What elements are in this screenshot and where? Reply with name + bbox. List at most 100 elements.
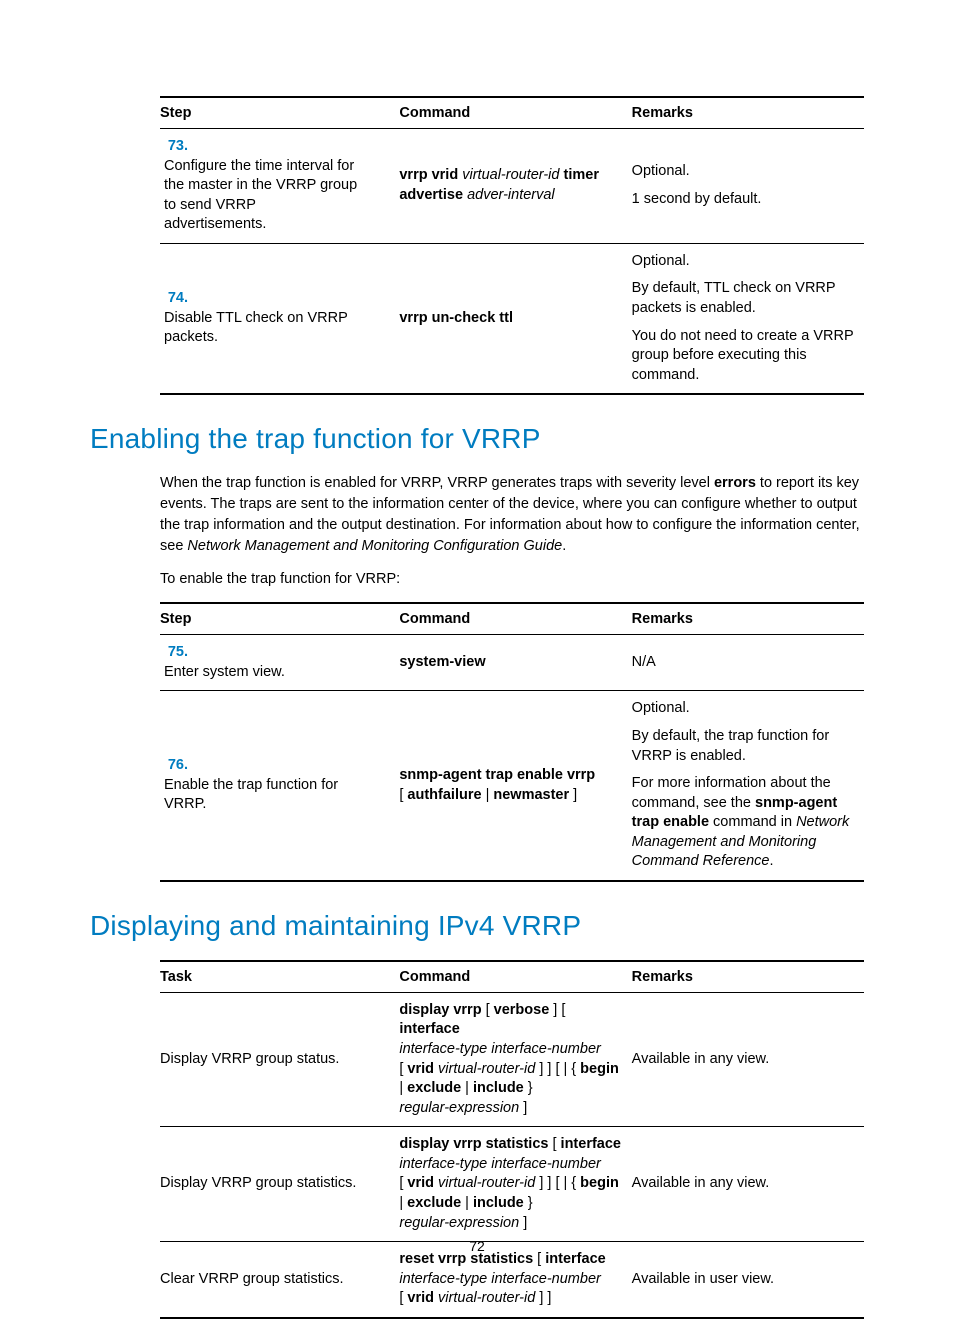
cmd-delim: | xyxy=(461,1195,473,1211)
cell-command: system-view xyxy=(399,635,631,691)
cmd-delim: ] xyxy=(569,787,577,803)
cmd-arg: interface-type interface-number xyxy=(399,1041,601,1057)
cmd-delim: } xyxy=(524,1195,533,1211)
remark-line: By default, the trap function for VRRP i… xyxy=(632,727,854,766)
table-header-row: Step Command Remarks xyxy=(160,97,864,129)
step-text: Enter system view. xyxy=(164,663,357,683)
cmd-delim: ] ] [ | { xyxy=(535,1061,580,1077)
content-area: When the trap function is enabled for VR… xyxy=(160,473,864,882)
cell-command: vrrp un-check ttl xyxy=(399,243,631,394)
text: . xyxy=(770,853,774,869)
table-enable-trap: Step Command Remarks 75. Enter system vi… xyxy=(160,602,864,882)
cmd-arg: interface-type interface-number xyxy=(399,1271,601,1287)
paragraph: To enable the trap function for VRRP: xyxy=(160,569,864,590)
cmd-kw: exclude xyxy=(407,1195,461,1211)
remark-line: 1 second by default. xyxy=(632,190,854,210)
th-remarks: Remarks xyxy=(632,603,864,635)
step-number: 76. xyxy=(160,756,188,776)
cmd-kw: vrid xyxy=(407,1290,434,1306)
cell-remarks: Optional. By default, the trap function … xyxy=(632,691,864,881)
cmd-delim: [ xyxy=(548,1136,560,1152)
cmd-kw: vrrp vrid xyxy=(399,167,458,183)
cell-step: 73. Configure the time interval for the … xyxy=(160,129,399,244)
th-remarks: Remarks xyxy=(632,961,864,993)
cmd-delim: [ xyxy=(482,1002,494,1018)
cmd-kw: authfailure xyxy=(407,787,481,803)
heading-enable-trap: Enabling the trap function for VRRP xyxy=(90,423,864,455)
cmd-delim: | xyxy=(482,787,494,803)
table-vrrp-timer: Step Command Remarks 73. Configure the t… xyxy=(160,96,864,395)
cell-command: snmp-agent trap enable vrrp [ authfailur… xyxy=(399,691,631,881)
text-bold: errors xyxy=(714,475,756,491)
cmd-arg: regular-expression xyxy=(399,1100,519,1116)
table-row: Display VRRP group statistics. display v… xyxy=(160,1127,864,1242)
cmd-delim: | xyxy=(399,1080,407,1096)
cmd-kw: snmp-agent trap enable vrrp xyxy=(399,767,595,783)
text-ital: Network Management and Monitoring Config… xyxy=(187,538,562,554)
cmd-kw: interface xyxy=(561,1136,621,1152)
cmd-delim: ] ] xyxy=(535,1290,551,1306)
cmd-kw: system-view xyxy=(399,654,485,670)
cmd-kw: exclude xyxy=(407,1080,461,1096)
cmd-kw: include xyxy=(473,1080,524,1096)
table-row: 76. Enable the trap function for VRRP. s… xyxy=(160,691,864,881)
content-area: Step Command Remarks 73. Configure the t… xyxy=(160,96,864,395)
th-task: Task xyxy=(160,961,399,993)
step-text: Configure the time interval for the mast… xyxy=(164,157,357,235)
document-page: Step Command Remarks 73. Configure the t… xyxy=(0,0,954,1296)
step-number: 74. xyxy=(160,289,188,309)
remark-line: You do not need to create a VRRP group b… xyxy=(632,327,854,386)
cmd-kw: vrid xyxy=(407,1175,434,1191)
cmd-arg: adver-interval xyxy=(467,187,555,203)
cmd-delim: ] ] [ | { xyxy=(535,1175,580,1191)
cmd-kw: display vrrp statistics xyxy=(399,1136,548,1152)
text: When the trap function is enabled for VR… xyxy=(160,475,714,491)
remark-line: Optional. xyxy=(632,162,854,182)
cmd-delim: ] [ xyxy=(549,1002,565,1018)
cmd-delim: | xyxy=(461,1080,473,1096)
cell-task: Display VRRP group statistics. xyxy=(160,1127,399,1242)
remark-line: By default, TTL check on VRRP packets is… xyxy=(632,279,854,318)
cmd-kw: display vrrp xyxy=(399,1002,481,1018)
cmd-arg: interface-type interface-number xyxy=(399,1156,601,1172)
th-step: Step xyxy=(160,97,399,129)
cmd-arg: regular-expression xyxy=(399,1215,519,1231)
heading-display-vrrp: Displaying and maintaining IPv4 VRRP xyxy=(90,910,864,942)
cmd-arg: virtual-router-id xyxy=(462,167,559,183)
cell-remarks: Optional. 1 second by default. xyxy=(632,129,864,244)
table-row: 74. Disable TTL check on VRRP packets. v… xyxy=(160,243,864,394)
step-number: 73. xyxy=(160,137,188,157)
cell-command: vrrp vrid virtual-router-id timer advert… xyxy=(399,129,631,244)
cell-step: 76. Enable the trap function for VRRP. xyxy=(160,691,399,881)
table-display-vrrp: Task Command Remarks Display VRRP group … xyxy=(160,960,864,1319)
th-command: Command xyxy=(399,961,631,993)
cmd-kw: vrid xyxy=(407,1061,434,1077)
cell-task: Display VRRP group status. xyxy=(160,992,399,1126)
th-remarks: Remarks xyxy=(632,97,864,129)
th-step: Step xyxy=(160,603,399,635)
cell-command: display vrrp [ verbose ] [ interface int… xyxy=(399,992,631,1126)
cmd-delim: } xyxy=(524,1080,533,1096)
cmd-arg: virtual-router-id xyxy=(438,1061,535,1077)
cmd-delim: ] xyxy=(519,1100,527,1116)
paragraph: When the trap function is enabled for VR… xyxy=(160,473,864,557)
cmd-kw: include xyxy=(473,1195,524,1211)
cmd-kw: verbose xyxy=(494,1002,550,1018)
table-row: 75. Enter system view. system-view N/A xyxy=(160,635,864,691)
cell-step: 75. Enter system view. xyxy=(160,635,399,691)
cell-remarks: N/A xyxy=(632,635,864,691)
text: command in xyxy=(709,814,796,830)
cmd-kw: interface xyxy=(399,1021,459,1037)
table-header-row: Step Command Remarks xyxy=(160,603,864,635)
cell-step: 74. Disable TTL check on VRRP packets. xyxy=(160,243,399,394)
cmd-kw: newmaster xyxy=(493,787,569,803)
cell-remarks: Available in any view. xyxy=(632,992,864,1126)
remark-line: Optional. xyxy=(632,252,854,272)
th-command: Command xyxy=(399,97,631,129)
cmd-kw: vrrp un-check ttl xyxy=(399,310,513,326)
cell-remarks: Available in any view. xyxy=(632,1127,864,1242)
remark-line: Optional. xyxy=(632,699,854,719)
table-header-row: Task Command Remarks xyxy=(160,961,864,993)
step-text: Enable the trap function for VRRP. xyxy=(164,776,357,815)
content-area: Task Command Remarks Display VRRP group … xyxy=(160,960,864,1319)
